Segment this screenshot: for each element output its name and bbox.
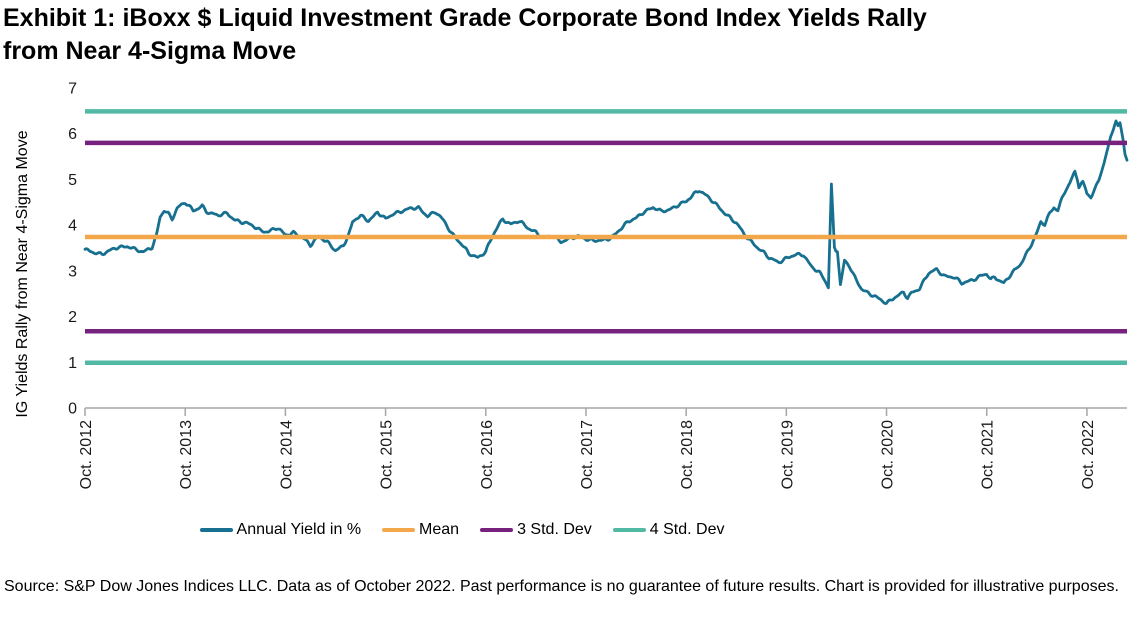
y-tick-label: 5 — [68, 172, 77, 189]
x-axis — [84, 407, 1127, 416]
exhibit-title: Exhibit 1: iBoxx $ Liquid Investment Gra… — [3, 2, 927, 67]
y-tick-label: 2 — [68, 309, 77, 326]
yield-line — [83, 119, 1129, 306]
x-tick-labels: Oct. 2012 Oct. 2013 Oct. 2014 Oct. 2015 Oct.… — [78, 420, 1097, 489]
chart-legend: Annual Yield in % Mean 3 Std. Dev 4 Std. De… — [0, 521, 1034, 539]
y-tick-labels: 0 1 2 3 4 5 6 7 — [68, 81, 77, 418]
legend-swatch — [480, 528, 514, 532]
x-tick-label: Oct. 2021 — [980, 420, 997, 489]
y-tick-label: 6 — [68, 126, 77, 143]
legend-label: 3 Std. Dev — [517, 521, 592, 538]
y-tick-label: 1 — [68, 355, 77, 372]
x-tick-label: Oct. 2014 — [278, 420, 295, 489]
legend-swatch — [612, 528, 646, 532]
legend-swatch — [382, 528, 416, 532]
legend-swatch — [199, 528, 233, 532]
legend-label: Mean — [419, 521, 460, 538]
exhibit-title-line1: Exhibit 1: iBoxx $ Liquid Investment Gra… — [3, 4, 927, 32]
legend-item-annual-yield-in-: Annual Yield in % — [199, 521, 362, 539]
x-tick-label: Oct. 2022 — [1080, 420, 1097, 489]
x-tick-label: Oct. 2018 — [679, 420, 696, 489]
legend-item-4-std-dev: 4 Std. Dev — [612, 521, 725, 539]
x-tick-label: Oct. 2020 — [880, 420, 897, 489]
x-tick-label: Oct. 2016 — [479, 420, 496, 489]
legend-item-3-std-dev: 3 Std. Dev — [480, 521, 592, 539]
x-tick-label: Oct. 2013 — [178, 420, 195, 489]
4-std-dev-lines — [85, 109, 1127, 365]
x-tick-label: Oct. 2015 — [379, 420, 396, 489]
legend-item-mean: Mean — [382, 521, 459, 539]
y-tick-label: 4 — [68, 218, 77, 235]
x-tick-label: Oct. 2019 — [779, 420, 796, 489]
y-tick-label: 3 — [68, 263, 77, 280]
source-note: Source: S&P Dow Jones Indices LLC. Data … — [4, 578, 1119, 595]
x-tick-label: Oct. 2017 — [579, 420, 596, 489]
exhibit-title-line2: from Near 4-Sigma Move — [3, 36, 297, 65]
x-tick-label: Oct. 2012 — [78, 420, 95, 489]
yield-series — [83, 119, 1129, 306]
y-tick-label: 0 — [68, 401, 77, 418]
3-std-dev-lines — [85, 140, 1127, 334]
legend-label: 4 Std. Dev — [649, 521, 725, 538]
legend-label: Annual Yield in % — [236, 521, 362, 538]
y-tick-label: 7 — [68, 81, 77, 98]
